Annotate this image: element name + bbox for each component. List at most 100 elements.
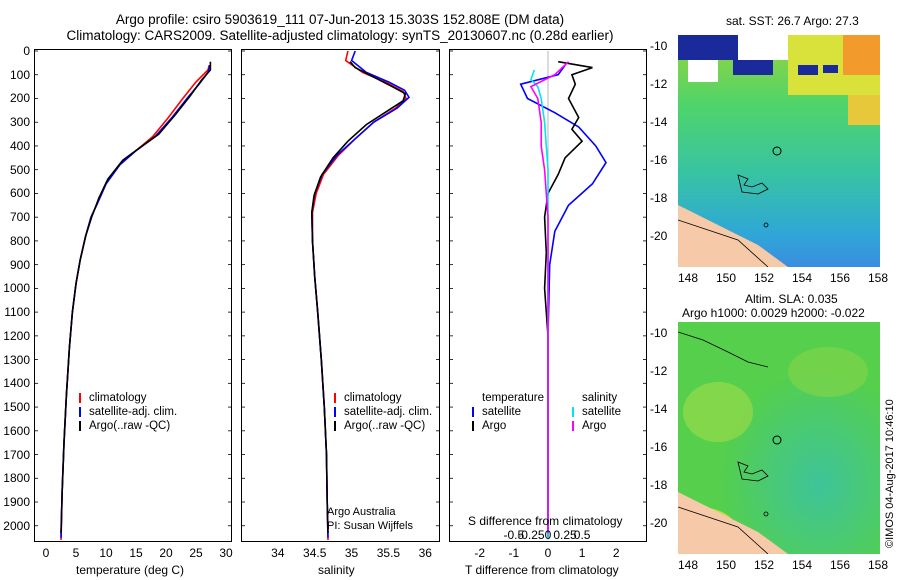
t-xticks-label: 30: [219, 546, 233, 560]
legend-satellite: satellite-adj. clim.: [332, 405, 432, 419]
salinity-legend: climatology satellite-adj. clim. Argo(..…: [332, 391, 432, 433]
s-xticks-label: 34: [271, 546, 285, 560]
map-lat-tick: -12: [650, 77, 668, 91]
depth-tick-label: 300: [9, 115, 30, 130]
t-xticks-label: 15: [129, 546, 143, 560]
map-lat-tick: -14: [650, 402, 668, 416]
salinity-profile-series-2: [310, 61, 407, 533]
salinity-difference-tick-label: -0.5: [503, 528, 525, 542]
legend-argo: Argo(..raw -QC): [77, 419, 177, 433]
title-line-1: Argo profile: csiro 5903619_111 07-Jun-2…: [115, 12, 565, 27]
depth-tick-label: 200: [9, 91, 30, 106]
map-lat-tick: -16: [650, 153, 668, 167]
temperature-legend: climatology satellite-adj. clim. Argo(..…: [77, 391, 177, 433]
depth-tick-label: 600: [9, 186, 30, 201]
s-xticks-label: 35: [344, 546, 359, 560]
map-lat-tick: -18: [650, 478, 668, 492]
depth-tick-label: 900: [9, 257, 30, 272]
depth-tick-label: 400: [9, 138, 30, 153]
map-lon-tick: 158: [868, 271, 889, 285]
depth-tick-label: 1800: [3, 471, 30, 486]
depth-tick-label: 1700: [3, 447, 30, 462]
legend-temp-satellite: satellite: [470, 405, 544, 419]
map-lat-tick: -20: [650, 516, 668, 530]
difference-profile-series-0: [519, 64, 607, 538]
t-xticks-label: 0: [42, 546, 50, 560]
d-xticks-label: -1: [508, 546, 520, 560]
map-lon-tick: 148: [678, 271, 699, 285]
t-xticks-label: 20: [159, 546, 173, 560]
depth-tick-label: 1600: [3, 423, 30, 438]
depth-tick-label: 1900: [3, 495, 30, 510]
d-xticks-label: 2: [612, 546, 620, 560]
d-xticks-label: 1: [578, 546, 586, 560]
map-lat-tick: -12: [650, 364, 668, 378]
temperature-panel: [34, 49, 232, 542]
credit-line-1: Argo Australia: [327, 506, 396, 518]
legend-argo: Argo(..raw -QC): [332, 419, 432, 433]
map-lon-tick: 150: [716, 271, 737, 285]
depth-tick-label: 1500: [3, 400, 30, 415]
s-xticks-label: 35.5: [376, 546, 401, 560]
s-xticks-label: 36: [418, 546, 432, 560]
legend-salinity-head: salinity: [582, 392, 618, 404]
difference-profile-series-1: [543, 60, 593, 533]
t-difference-label: T difference from climatology: [465, 563, 619, 577]
title-line-2: Climatology: CARS2009. Satellite-adjuste…: [66, 28, 614, 43]
legend-temperature-head: temperature: [482, 392, 545, 404]
legend-climatology: climatology: [332, 391, 432, 405]
depth-tick-label: 1300: [3, 352, 30, 367]
map-lon-tick: 148: [678, 558, 699, 572]
sst-map-title: sat. SST: 26.7 Argo: 27.3: [726, 14, 859, 28]
map-lat-tick: -20: [650, 229, 668, 243]
depth-tick-label: 0: [23, 44, 30, 58]
t-xticks-label: 10: [99, 546, 113, 560]
depth-tick-label: 1000: [3, 281, 30, 296]
difference-legend-temperature: temperature satellite Argo: [470, 391, 544, 433]
imos-footer: ©IMOS 04-Aug-2017 10:46:10: [884, 399, 896, 548]
map-lat-tick: -10: [650, 326, 668, 340]
depth-tick-label: 1100: [4, 305, 30, 320]
s-xticks-label: 34.5: [303, 546, 327, 560]
legend-temp-argo: Argo: [470, 419, 544, 433]
depth-tick-label: 2000: [3, 518, 30, 533]
salinity-difference-tick-label: 0: [544, 528, 552, 542]
salinity-x-label: salinity: [318, 563, 355, 577]
difference-profile-series-3: [529, 61, 570, 533]
map-lon-tick: 152: [754, 558, 775, 572]
sla-map: [678, 322, 880, 554]
t-xticks-label: 5: [72, 546, 80, 560]
temperature-profile-series-1: [60, 65, 211, 538]
map-lon-tick: 156: [830, 558, 851, 572]
map-lon-tick: 156: [830, 271, 851, 285]
s-difference-label: S difference from climatology: [468, 514, 623, 528]
depth-tick-label: 700: [9, 210, 30, 225]
map-lon-tick: 154: [792, 271, 813, 285]
map-lon-tick: 154: [792, 558, 813, 572]
map-lon-tick: 152: [754, 271, 775, 285]
temperature-profile-series-0: [60, 65, 210, 541]
t-xticks-label: 25: [189, 546, 203, 560]
legend-climatology: climatology: [77, 391, 177, 405]
depth-tick-label: 1200: [3, 328, 30, 343]
d-xticks-label: 0: [544, 546, 552, 560]
salinity-difference-tick-label: 0.25: [553, 528, 577, 542]
map-lon-tick: 158: [868, 558, 889, 572]
map-lat-tick: -18: [650, 191, 668, 205]
sla-map-title-1: Altim. SLA: 0.035: [745, 292, 838, 306]
depth-tick-label: 500: [9, 162, 30, 177]
sst-map: [678, 35, 880, 267]
sla-map-title-2: Argo h1000: 0.0029 h2000: -0.022: [682, 306, 865, 320]
depth-tick-label: 800: [9, 233, 30, 248]
temperature-x-label: temperature (deg C): [76, 563, 185, 577]
map-lat-tick: -14: [650, 115, 668, 129]
map-lat-tick: -16: [650, 440, 668, 454]
temperature-profile-series-2: [60, 61, 212, 533]
salinity-panel: [241, 49, 440, 542]
salinity-difference-tick-label: -0.25: [517, 528, 545, 542]
depth-tick-label: 1400: [3, 376, 30, 391]
legend-sal-satellite: satellite: [570, 405, 621, 419]
salinity-difference-tick-label: 0.5: [573, 528, 591, 542]
difference-profile-series-2: [529, 69, 549, 538]
